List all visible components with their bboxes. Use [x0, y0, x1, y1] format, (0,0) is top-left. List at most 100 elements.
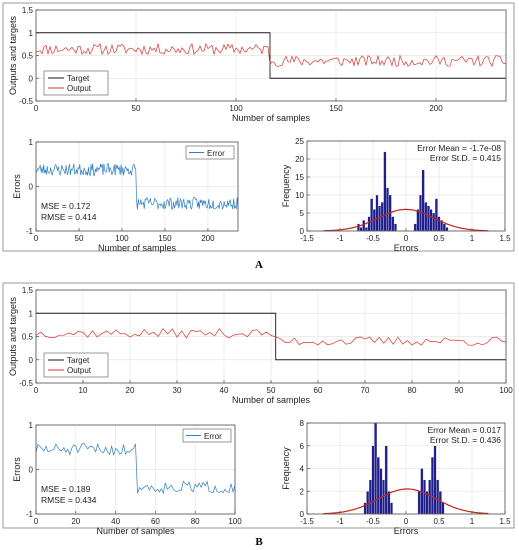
x-tick-label: 150 — [329, 104, 343, 113]
histogram-bar — [386, 187, 389, 232]
x-tick-label: 0.5 — [433, 234, 445, 243]
x-tick-label: 80 — [191, 517, 200, 526]
histogram-bar — [424, 202, 428, 232]
y-axis-label: Frequency — [281, 164, 291, 207]
histogram-bar — [359, 227, 363, 232]
x-tick-label: 0 — [34, 517, 39, 526]
x-tick-label: -1.5 — [300, 517, 314, 526]
y-tick-label: 0 — [29, 74, 34, 83]
y-tick-label: 0 — [29, 183, 34, 192]
x-tick-label: 20 — [71, 517, 80, 526]
y-axis-label: Errors — [12, 174, 22, 199]
panel-b-hist-plot: -1.5 -1 -0.5 0 0.5 1 1.5 0 2 4 6 8 Errors Frequency Er… — [281, 419, 511, 536]
histogram-bar — [434, 198, 438, 232]
y-tick-label: -1 — [26, 510, 34, 519]
histogram-bar — [416, 209, 420, 232]
plot-border — [35, 141, 239, 232]
panel-b-top-plot: 0 10 20 30 40 50 60 70 80 90 100-0.500.511.5Number… — [8, 286, 513, 405]
histogram-bar — [417, 491, 421, 515]
x-tick-label: 10 — [79, 386, 88, 395]
y-tick-label: -0.5 — [19, 97, 33, 106]
x-axis-label: Number of samples — [232, 395, 311, 405]
target-series-line — [36, 32, 506, 79]
histogram-bar — [357, 223, 360, 232]
x-tick-label: 200 — [429, 104, 443, 113]
x-tick-label: 60 — [151, 517, 160, 526]
y-tick-label: 1.5 — [22, 286, 34, 295]
legend-box — [43, 352, 109, 378]
histogram-bar — [441, 502, 445, 515]
legend-output-label: Output — [67, 366, 92, 375]
error-mean-annotation: Error Mean = 0.017 — [428, 425, 502, 435]
x-tick-label: -1 — [336, 517, 344, 526]
legend-box — [182, 428, 232, 443]
x-axis-label: Errors — [394, 526, 419, 536]
legend-target-label: Target — [67, 356, 90, 365]
x-tick-label: 1.5 — [499, 517, 511, 526]
y-tick-label: 0 — [300, 227, 305, 236]
histogram-bar — [375, 194, 379, 232]
panel-a-hist-plot: -1.5 -1 -0.5 0 0.5 1 1.5 0 5 10 15 20 25 Errors Freque… — [281, 137, 511, 253]
x-tick-label: 50 — [132, 104, 141, 113]
legend-output-label: Output — [67, 84, 92, 93]
y-tick-label: 5 — [300, 209, 305, 218]
histogram-bar — [364, 227, 368, 232]
histogram-bar — [362, 220, 366, 232]
x-tick-label: -1 — [336, 234, 344, 243]
y-tick-label: 1 — [29, 138, 34, 147]
histogram-bar — [428, 479, 432, 515]
y-tick-label: 1.5 — [22, 6, 34, 15]
histogram-bar — [421, 169, 425, 232]
plot-border — [35, 289, 507, 384]
mse-annotation: MSE = 0.172 — [41, 201, 91, 211]
histogram-bar — [367, 216, 371, 232]
error-series-line — [35, 162, 239, 211]
histogram-bar — [376, 456, 380, 515]
y-tick-label: 8 — [300, 419, 305, 428]
histogram-bar — [426, 205, 430, 232]
histogram-bar — [429, 209, 433, 232]
histogram-bar — [438, 491, 442, 515]
y-tick-label: 0.5 — [22, 52, 34, 61]
x-tick-label: -1.5 — [300, 234, 314, 243]
x-tick-label: 0 — [34, 104, 39, 113]
panel-b-caption: B — [255, 536, 263, 548]
plot-border — [35, 9, 507, 102]
y-tick-label: 0 — [29, 466, 34, 475]
x-tick-label: 100 — [115, 234, 129, 243]
y-tick-label: 0.5 — [22, 333, 34, 342]
histogram-bar — [366, 491, 370, 515]
x-tick-label: 60 — [314, 386, 323, 395]
x-tick-label: 20 — [126, 386, 135, 395]
error-series-line — [35, 442, 236, 495]
x-tick-label: 40 — [220, 386, 229, 395]
plot-border — [306, 140, 506, 232]
y-tick-label: 1 — [29, 29, 34, 38]
x-tick-label: 1.5 — [499, 234, 511, 243]
x-tick-label: 200 — [201, 234, 215, 243]
histogram-bar — [433, 445, 437, 515]
y-axis-label: Outputs and targets — [8, 15, 18, 95]
error-std-annotation: Error St.D. = 0.436 — [430, 435, 501, 445]
y-tick-label: 10 — [295, 191, 304, 200]
rmse-annotation: RMSE = 0.434 — [41, 495, 97, 505]
x-tick-label: 50 — [267, 386, 276, 395]
output-series-line — [35, 42, 507, 68]
x-tick-label: 0 — [404, 234, 409, 243]
x-tick-label: -0.5 — [366, 234, 380, 243]
histogram-bar — [423, 479, 426, 515]
mse-annotation: MSE = 0.189 — [41, 484, 91, 494]
y-tick-label: -1 — [26, 227, 34, 236]
y-axis-label: Errors — [12, 457, 22, 482]
y-axis-label: Outputs and targets — [8, 296, 18, 376]
y-tick-label: 0 — [29, 356, 34, 365]
histogram-bar — [370, 198, 374, 232]
histogram-bar — [437, 216, 441, 232]
histogram-bar — [436, 479, 440, 515]
rmse-annotation: RMSE = 0.414 — [41, 212, 97, 222]
x-tick-label: 80 — [408, 386, 417, 395]
y-axis-label: Frequency — [281, 447, 291, 490]
